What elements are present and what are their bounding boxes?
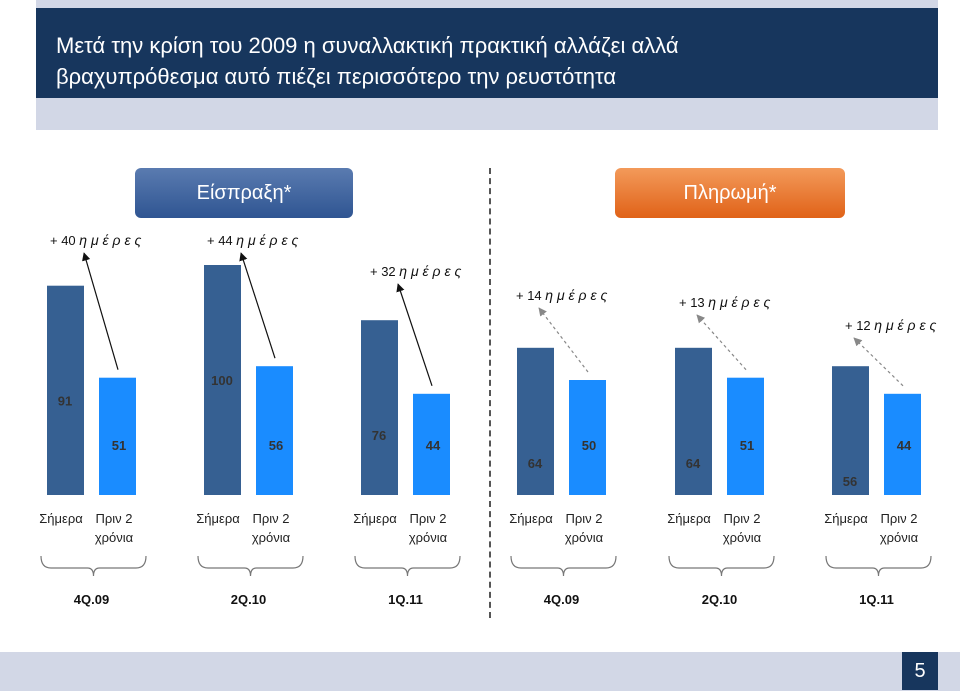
- bar-label-today: Σήμερα: [824, 511, 868, 526]
- bar-before: [256, 366, 293, 495]
- data-label-today: 64: [528, 456, 543, 471]
- bar-today: [47, 285, 84, 495]
- category-label: 2Q.10: [231, 592, 266, 607]
- footer-band: [0, 652, 960, 691]
- bar-label-today: Σήμερα: [196, 511, 240, 526]
- difference-arrow: [239, 252, 276, 359]
- category-label: 2Q.10: [702, 592, 737, 607]
- bar-label-before-line2: χρόνια: [409, 530, 448, 545]
- data-label-today: 56: [843, 474, 857, 489]
- collection-label: Είσπραξη*: [135, 168, 353, 218]
- bar-label-before-line2: χρόνια: [252, 530, 291, 545]
- category-label: 1Q.11: [859, 592, 894, 607]
- bar-today: [204, 265, 241, 495]
- data-label-before: 51: [740, 438, 754, 453]
- data-label-today: 76: [372, 428, 386, 443]
- section-divider: [489, 168, 491, 618]
- bar-label-before-line1: Πριν 2: [252, 511, 289, 526]
- data-label-today: 91: [58, 394, 72, 409]
- data-label-before: 44: [897, 438, 912, 453]
- bar-label-today: Σήμερα: [39, 511, 83, 526]
- group-brace: [668, 555, 775, 577]
- difference-label: + 44 η μ έ ρ ε ς: [207, 232, 298, 248]
- category-label: 4Q.09: [544, 592, 579, 607]
- bar-label-today: Σήμερα: [509, 511, 553, 526]
- bar-label-before-line1: Πριν 2: [95, 511, 132, 526]
- bar-label-before-line1: Πριν 2: [409, 511, 446, 526]
- bar-label-before-line1: Πριν 2: [880, 511, 917, 526]
- bar-before: [569, 380, 606, 495]
- title-line-2: βραχυπρόθεσμα αυτό πιέζει περισσότερο τη…: [56, 64, 617, 89]
- bar-label-today: Σήμερα: [353, 511, 397, 526]
- bar-before: [884, 393, 921, 495]
- difference-arrow: [538, 307, 589, 373]
- group-brace: [825, 555, 932, 577]
- page-number: 5: [902, 652, 938, 690]
- difference-arrow: [82, 252, 119, 370]
- data-label-before: 44: [426, 438, 441, 453]
- bar-label-before-line2: χρόνια: [565, 530, 604, 545]
- bar-label-before-line1: Πριν 2: [565, 511, 602, 526]
- difference-label: + 13 η μ έ ρ ε ς: [679, 294, 770, 310]
- difference-arrow: [396, 283, 433, 386]
- difference-arrow: [696, 314, 747, 371]
- bar-chart: 91 51 Σήμερα Πριν 2 χρόνια 4Q.09 + 40 η μ έ ρ …: [39, 232, 936, 607]
- data-label-today: 64: [686, 456, 701, 471]
- data-label-before: 56: [269, 438, 283, 453]
- bar-label-before-line1: Πριν 2: [723, 511, 760, 526]
- bar-label-today: Σήμερα: [667, 511, 711, 526]
- bar-before: [99, 377, 136, 495]
- bar-today: [832, 366, 869, 495]
- bar-today: [675, 347, 712, 495]
- bar-today: [361, 320, 398, 495]
- data-label-before: 51: [112, 438, 126, 453]
- payment-label: Πληρωμή*: [615, 168, 845, 218]
- data-label-before: 50: [582, 438, 596, 453]
- bar-before: [727, 377, 764, 495]
- category-label: 1Q.11: [388, 592, 423, 607]
- difference-label: + 14 η μ έ ρ ε ς: [516, 287, 607, 303]
- group-brace: [197, 555, 304, 577]
- difference-label: + 12 η μ έ ρ ε ς: [845, 317, 936, 333]
- bar-today: [517, 347, 554, 495]
- group-brace: [40, 555, 147, 577]
- bar-label-before-line2: χρόνια: [880, 530, 919, 545]
- difference-label: + 32 η μ έ ρ ε ς: [370, 263, 461, 279]
- bar-label-before-line2: χρόνια: [723, 530, 762, 545]
- group-brace: [354, 555, 461, 577]
- category-label: 4Q.09: [74, 592, 109, 607]
- bar-before: [413, 393, 450, 495]
- title-line-1: Μετά την κρίση του 2009 η συναλλακτική π…: [56, 33, 679, 58]
- difference-label: + 40 η μ έ ρ ε ς: [50, 232, 141, 248]
- group-brace: [510, 555, 617, 577]
- data-label-today: 100: [211, 373, 233, 388]
- page-title: Μετά την κρίση του 2009 η συναλλακτική π…: [36, 8, 938, 98]
- bar-label-before-line2: χρόνια: [95, 530, 134, 545]
